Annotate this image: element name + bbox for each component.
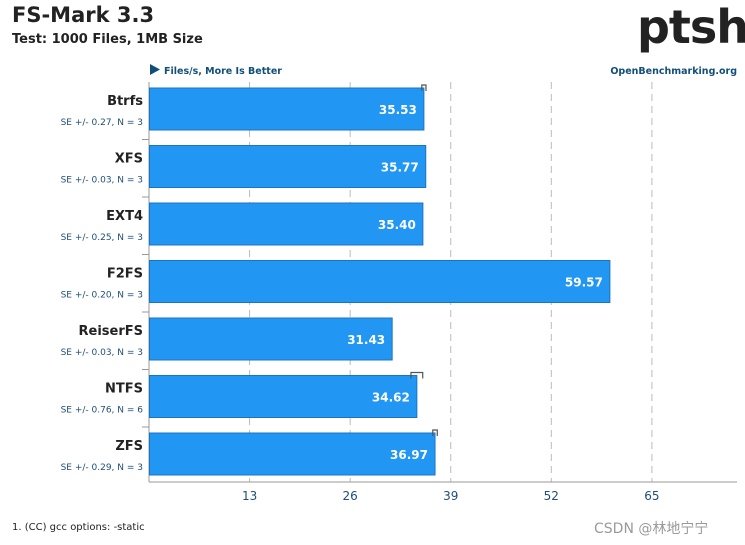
x-tick-label: 65	[644, 489, 659, 503]
category-label: EXT4	[106, 209, 143, 224]
bar-value-label: 59.57	[565, 276, 603, 290]
category-label: XFS	[115, 152, 143, 167]
category-label: Btrfs	[107, 94, 143, 109]
bar-reiserfs	[149, 317, 393, 361]
category-label: NTFS	[105, 382, 143, 397]
se-label: SE +/- 0.76, N = 6	[61, 406, 144, 416]
chart-subtitle: Test: 1000 Files, 1MB Size	[12, 32, 203, 47]
se-label: SE +/- 0.29, N = 3	[61, 463, 143, 473]
error-bar	[421, 84, 427, 91]
watermark: CSDN @林地宁宁	[594, 521, 709, 537]
direction-arrow-icon	[150, 64, 160, 75]
error-bar	[432, 429, 438, 436]
bar-value-label: 36.97	[390, 448, 428, 462]
se-label: SE +/- 0.03, N = 3	[61, 348, 143, 358]
x-tick-label: 13	[242, 489, 257, 503]
error-bar	[410, 371, 424, 379]
se-label: SE +/- 0.20, N = 3	[61, 291, 143, 301]
bar-value-label: 35.53	[379, 103, 417, 117]
bar-value-label: 31.43	[347, 333, 385, 347]
bar-btrfs	[149, 87, 425, 131]
category-label: ZFS	[115, 439, 143, 454]
bar-xfs	[149, 145, 427, 188]
direction-label: Files/s, More Is Better	[164, 66, 282, 77]
se-label: SE +/- 0.25, N = 3	[61, 233, 143, 243]
bar-value-label: 35.40	[378, 218, 416, 232]
bar-f2fs	[149, 260, 611, 303]
x-tick-label: 52	[544, 489, 559, 503]
pts-logo: ptsh	[637, 0, 745, 54]
bar-value-label: 34.62	[372, 391, 410, 405]
bar-ext4	[149, 202, 424, 246]
se-label: SE +/- 0.03, N = 3	[61, 176, 143, 186]
bar-ntfs	[149, 375, 418, 418]
se-label: SE +/- 0.27, N = 3	[61, 118, 143, 128]
category-label: ReiserFS	[79, 324, 144, 339]
x-tick-label: 39	[443, 489, 458, 503]
bar-value-label: 35.77	[381, 161, 419, 175]
footnote: 1. (CC) gcc options: -static	[12, 522, 145, 533]
category-label: F2FS	[107, 267, 143, 282]
page-title: FS-Mark 3.3	[12, 3, 155, 27]
x-tick-label: 26	[343, 489, 358, 503]
source-label: OpenBenchmarking.org	[610, 66, 737, 77]
bar-zfs	[149, 432, 436, 476]
